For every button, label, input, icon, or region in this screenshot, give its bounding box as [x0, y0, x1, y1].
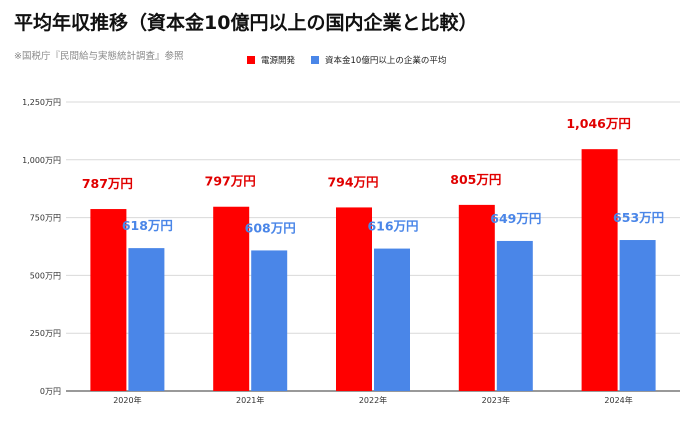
- data-label-red: 1,046万円: [566, 116, 631, 131]
- bar-red: [213, 206, 250, 391]
- legend-item-red: 電源開発: [247, 54, 295, 66]
- y-tick-label: 500万円: [30, 271, 61, 280]
- legend-label-red: 電源開発: [261, 56, 296, 66]
- data-label-blue: 653万円: [613, 210, 664, 225]
- y-tick-label: 250万円: [30, 329, 61, 338]
- bar-blue: [251, 250, 288, 391]
- data-label-blue: 608万円: [245, 220, 296, 235]
- legend: 電源開発 資本金10億円以上の企業の平均: [247, 54, 462, 66]
- data-label-blue: 618万円: [122, 218, 173, 233]
- bar-blue: [619, 240, 656, 391]
- bar-blue: [128, 248, 165, 391]
- y-tick-label: 1,000万円: [22, 156, 61, 165]
- legend-swatch-blue: [311, 56, 320, 64]
- y-tick-label: 1,250万円: [22, 98, 61, 107]
- y-tick-label: 0万円: [40, 387, 61, 396]
- bar-red: [458, 204, 495, 391]
- bar-blue: [496, 240, 533, 391]
- x-tick-label: 2024年: [604, 395, 632, 405]
- bar-red: [581, 149, 618, 391]
- x-tick-label: 2021年: [236, 395, 264, 405]
- data-label-red: 805万円: [450, 172, 501, 187]
- x-tick-label: 2020年: [113, 395, 141, 405]
- data-label-red: 787万円: [82, 176, 133, 191]
- source-note: ※国税庁『民間給与実態統計調査』参照: [14, 51, 184, 62]
- data-label-red: 797万円: [205, 174, 256, 189]
- bar-red: [90, 209, 127, 391]
- chart-title: 平均年収推移（資本金10億円以上の国内企業と比較）: [14, 12, 478, 34]
- data-label-blue: 616万円: [367, 219, 418, 234]
- legend-item-blue: 資本金10億円以上の企業の平均: [311, 54, 446, 66]
- bar-red: [336, 207, 372, 391]
- legend-label-blue: 資本金10億円以上の企業の平均: [325, 56, 447, 66]
- x-tick-label: 2023年: [482, 395, 510, 405]
- data-label-red: 794万円: [327, 174, 378, 189]
- y-tick-label: 750万円: [30, 214, 61, 223]
- data-label-blue: 649万円: [490, 211, 541, 226]
- x-tick-label: 2022年: [359, 395, 387, 405]
- bar-blue: [374, 248, 410, 391]
- legend-swatch-red: [247, 56, 255, 64]
